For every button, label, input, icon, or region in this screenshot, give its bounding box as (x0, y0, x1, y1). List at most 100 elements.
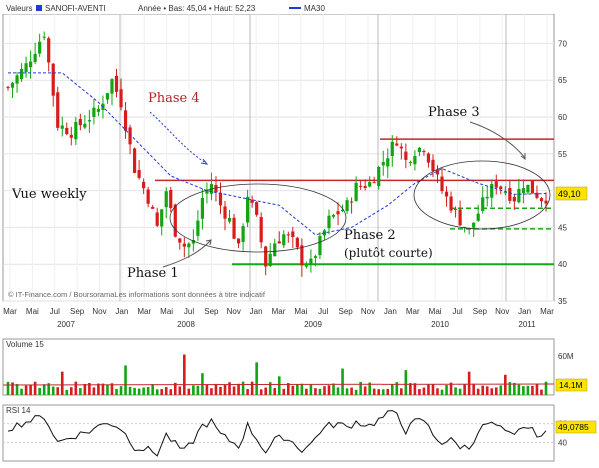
candle-body (539, 198, 544, 202)
volume-bar (11, 382, 14, 395)
candle-body (304, 265, 308, 267)
candle-body (390, 141, 394, 157)
volume-bar (20, 388, 23, 395)
volume-bar (264, 387, 267, 395)
volume-bar (499, 385, 503, 395)
volume-bar (381, 389, 385, 395)
candle-body (386, 158, 390, 167)
volume-last-label: 14,1M (559, 380, 583, 390)
candle-body (191, 239, 195, 244)
candle-body (273, 243, 277, 257)
volume-bar (485, 386, 489, 395)
header-stats: Année • Bas: 45,04 • Haut: 52,23 (138, 4, 256, 13)
volume-bar (472, 383, 475, 395)
volume-bar (92, 387, 96, 395)
arrow-phase3-head (520, 153, 526, 160)
volume-bar (395, 382, 399, 395)
candle-body (69, 134, 73, 138)
candle-body (413, 156, 417, 165)
volume-bar (300, 383, 304, 395)
volume-bar (287, 383, 290, 395)
volume-bar (79, 388, 82, 395)
watermark: © IT-Finance.com / BoursoramaLes informa… (8, 290, 266, 299)
volume-bar (38, 387, 41, 395)
candle-body (463, 226, 467, 228)
volume-bar (458, 388, 462, 395)
volume-bar (232, 386, 236, 395)
volume-label: Volume 15 (6, 340, 44, 349)
y-tick-label: 45 (558, 223, 567, 232)
volume-bar (205, 384, 209, 395)
volume-bar (214, 383, 218, 395)
candle-body (363, 186, 367, 188)
candle-body (372, 182, 376, 184)
volume-bar (183, 354, 186, 395)
volume-bar (372, 388, 376, 395)
x-tick-label: Mar (3, 307, 17, 316)
candle-body (512, 196, 516, 202)
candle-body (259, 217, 263, 243)
y-tick-label: 55 (558, 150, 567, 159)
volume-avg-line (2, 383, 555, 386)
volume-bar (237, 383, 240, 395)
volume-bar (228, 382, 231, 395)
candle-body (146, 189, 150, 204)
candle-body (282, 234, 286, 246)
x-tick-label: Nov (495, 307, 509, 316)
volume-bar (341, 368, 344, 395)
volume-bar (449, 382, 453, 395)
volume-bar (323, 386, 326, 395)
volume-bar (60, 371, 64, 395)
candle-body (214, 185, 218, 193)
volume-bar (494, 387, 498, 395)
candle-body (426, 153, 431, 163)
candle-body (544, 200, 548, 204)
price-levels (155, 138, 554, 266)
volume-bar (318, 388, 322, 395)
candle-body (74, 122, 78, 140)
candle-body (200, 198, 205, 219)
volume-bar (259, 389, 263, 395)
volume-bar (413, 383, 417, 395)
volume-bar (526, 385, 530, 395)
volume-bar (169, 389, 173, 395)
candle-body (340, 209, 345, 212)
candle-body (395, 143, 399, 146)
volume-bar (250, 381, 254, 395)
annotation-phase2-sub: (plutôt courte) (344, 246, 433, 260)
x-tick-label: Jan (115, 307, 128, 316)
price-grid (3, 14, 554, 461)
volume-bar (400, 388, 403, 395)
candle-body (295, 237, 299, 248)
candle-body (508, 187, 512, 201)
candle-body (38, 41, 42, 54)
candle-body (408, 162, 412, 164)
volume-bar (101, 383, 105, 395)
volume-bar (151, 384, 154, 395)
x-tick-label: Mar (540, 307, 554, 316)
candle-body (503, 192, 507, 194)
arrow-phase1-head (205, 239, 212, 246)
volume-bar (6, 381, 10, 395)
candle-body (313, 256, 318, 258)
y-tick-label: 35 (558, 297, 567, 306)
candle-body (60, 125, 64, 129)
candle-body (6, 87, 10, 89)
candle-body (530, 180, 535, 194)
candle-body (431, 159, 435, 172)
y-tick-label: 70 (558, 39, 567, 48)
candle-body (404, 151, 408, 160)
x-tick-label: Jan (518, 307, 531, 316)
volume-bar (427, 384, 430, 395)
x-tick-label: Jul (318, 307, 328, 316)
candle-body (92, 107, 96, 117)
candle-body (345, 200, 349, 212)
candle-body (56, 92, 60, 128)
volume-bar (119, 386, 123, 395)
volume-bar (246, 389, 249, 395)
candle-body (10, 82, 15, 88)
volume-bar (110, 383, 114, 395)
volume-bar (463, 384, 466, 395)
arrow-phase3 (469, 121, 526, 159)
